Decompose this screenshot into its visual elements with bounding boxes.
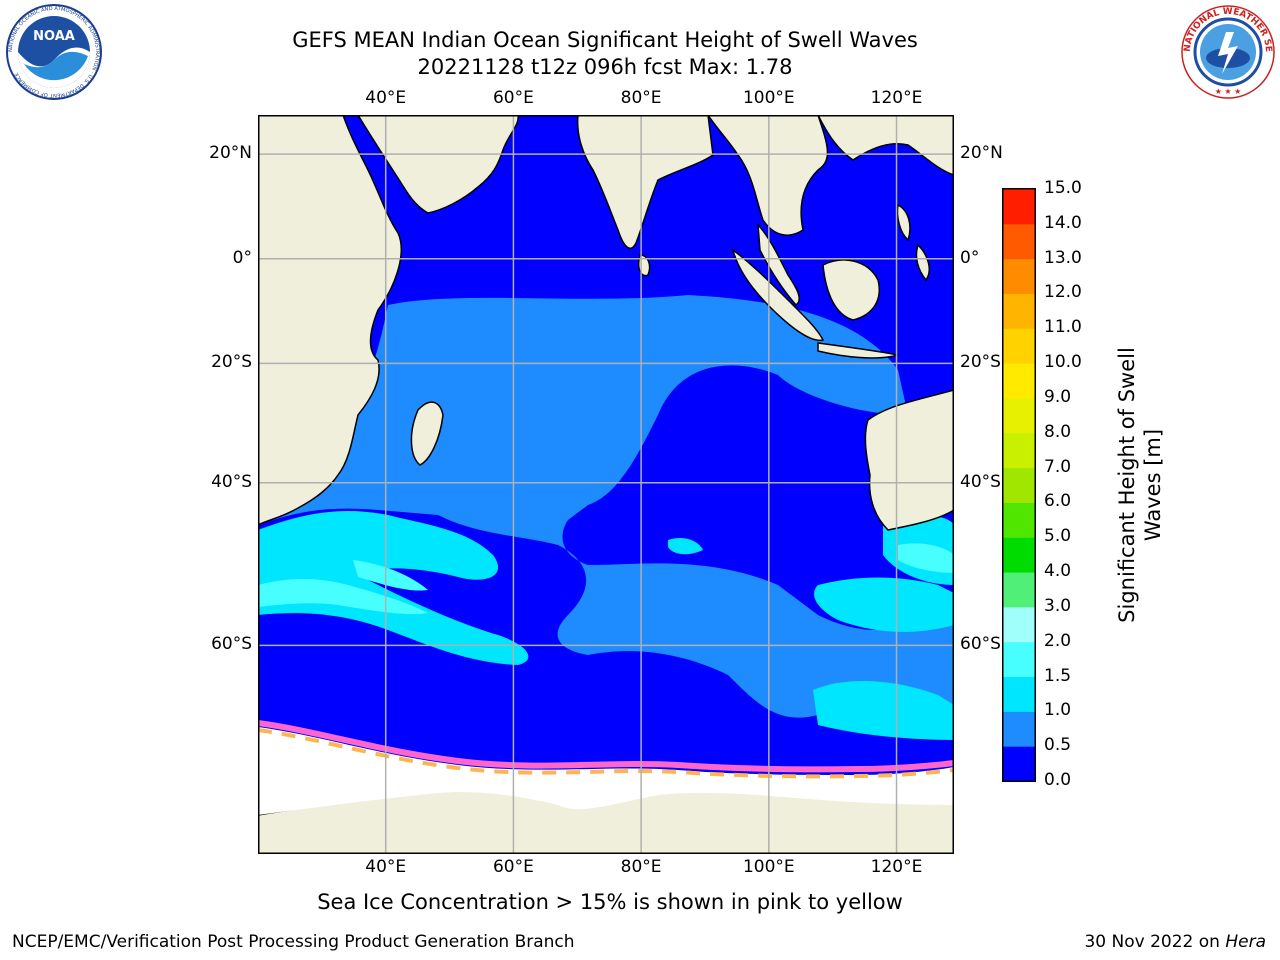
longitude-label-top: 40°E: [365, 88, 407, 108]
colorbar-bin: [1003, 223, 1035, 260]
colorbar-bin: [1003, 572, 1035, 608]
colorbar-tick-label: 15.0: [1044, 178, 1082, 198]
latitude-label-right: 60°S: [960, 634, 1001, 655]
colorbar-bin: [1003, 606, 1035, 643]
borneo: [822, 259, 880, 321]
colorbar-bin: [1003, 467, 1035, 503]
longitude-label-bottom: 80°E: [620, 857, 662, 877]
noaa-logo-text: NOAA: [33, 29, 75, 44]
colorbar-bin: [1003, 328, 1035, 364]
colorbar: [1002, 188, 1036, 782]
svg-text:★ ★ ★: ★ ★ ★: [1215, 87, 1242, 96]
latitude-label-right: 40°S: [960, 471, 1001, 492]
latitude-label-right: 0°: [960, 247, 980, 268]
sea-ice-caption: Sea Ice Concentration > 15% is shown in …: [317, 890, 903, 914]
colorbar-tick-label: 8.0: [1044, 421, 1072, 442]
longitude-label-bottom: 60°E: [492, 857, 534, 877]
africa: [258, 115, 402, 526]
sumatra: [731, 248, 825, 341]
colorbar-tick-label: 11.0: [1044, 317, 1082, 338]
noaa-logo: NOAA NATIONAL OCEANIC AND ATMOSPHERIC AD…: [6, 4, 102, 100]
colorbar-tick-label: 3.0: [1044, 595, 1072, 616]
colorbar-tick-label: 7.0: [1044, 456, 1072, 477]
colorbar-tick-label: 5.0: [1044, 526, 1072, 547]
latitude-label-left: 20°S: [211, 352, 252, 373]
footer-host: Hera: [1225, 932, 1266, 952]
colorbar-tick-label: 1.5: [1044, 665, 1072, 686]
colorbar-tick-label: 4.0: [1044, 561, 1072, 582]
colorbar-tick-label: 12.0: [1044, 282, 1082, 303]
colorbar-bin: [1003, 502, 1035, 538]
longitude-label-top: 120°E: [870, 88, 923, 108]
latitude-label-right: 20°S: [960, 352, 1001, 373]
footer-credit: NCEP/EMC/Verification Post Processing Pr…: [12, 932, 575, 952]
longitude-label-bottom: 120°E: [870, 857, 923, 877]
colorbar-tick-label: 9.0: [1044, 386, 1072, 407]
map-title: GEFS MEAN Indian Ocean Significant Heigh…: [292, 28, 918, 52]
colorbar-bin: [1003, 432, 1035, 469]
swell-band-1.0-1.5-east: [814, 577, 954, 632]
colorbar-tick-label: 13.0: [1044, 247, 1082, 268]
colorbar-tick-label: 2.0: [1044, 630, 1072, 651]
colorbar-bin: [1003, 641, 1035, 678]
footer-date: 30 Nov 2022 on Hera: [1084, 932, 1266, 952]
longitude-label-bottom: 40°E: [365, 857, 407, 877]
southeast-asia: [707, 115, 829, 236]
footer-date-text: 30 Nov 2022 on: [1084, 932, 1226, 952]
colorbar-bin: [1003, 397, 1035, 434]
arabian-peninsula: [357, 115, 519, 214]
swell-field: [258, 295, 954, 740]
colorbar-tick-label: 10.0: [1044, 352, 1082, 373]
colorbar-bin: [1003, 258, 1035, 294]
latitude-label-left: 0°: [232, 247, 252, 268]
nws-logo: NATIONAL WEATHER SERVICE ★ ★ ★: [1178, 2, 1275, 99]
colorbar-title: Significant Height of Swell Waves [m]: [1115, 347, 1165, 623]
colorbar-bin: [1003, 711, 1035, 747]
latitude-label-left: 20°N: [209, 143, 252, 164]
colorbar-tick-label: 6.0: [1044, 491, 1072, 512]
colorbar-bin: [1003, 189, 1035, 225]
map-panel: [258, 115, 954, 854]
sea-ice-field: [258, 720, 954, 815]
colorbar-tick-label: 14.0: [1044, 212, 1082, 233]
longitude-label-bottom: 100°E: [742, 857, 795, 877]
india: [576, 115, 714, 249]
graticule: [258, 115, 954, 854]
colorbar-tick-label: 0.5: [1044, 735, 1072, 756]
colorbar-bin: [1003, 363, 1035, 399]
colorbar-bin: [1003, 746, 1035, 782]
longitude-label-top: 60°E: [492, 88, 534, 108]
swell-band-1.0-1.5-west: [258, 510, 529, 665]
colorbar-bin: [1003, 537, 1035, 573]
colorbar-frame: [1002, 188, 1036, 782]
madagascar: [410, 401, 444, 466]
longitude-label-top: 100°E: [742, 88, 795, 108]
colorbar-bin: [1003, 676, 1035, 712]
latitude-label-left: 40°S: [211, 471, 252, 492]
map-subtitle: 20221128 t12z 096h fcst Max: 1.78: [417, 55, 793, 79]
colorbar-tick-label: 1.0: [1044, 700, 1072, 721]
landmasses: [258, 115, 954, 854]
longitude-label-top: 80°E: [620, 88, 662, 108]
latitude-label-left: 60°S: [211, 634, 252, 655]
latitude-label-right: 20°N: [960, 143, 1003, 164]
colorbar-bin: [1003, 293, 1035, 329]
colorbar-tick-label: 0.0: [1044, 770, 1072, 790]
